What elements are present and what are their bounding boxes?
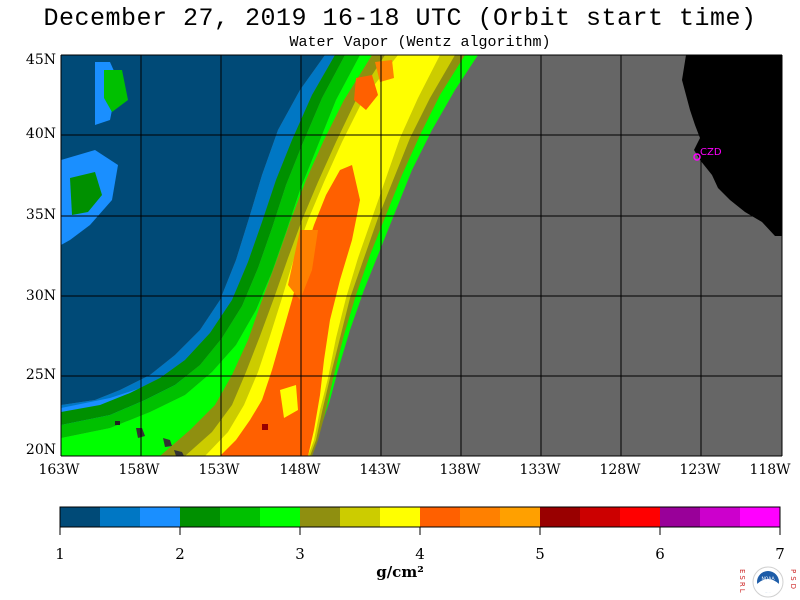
colorbar-segment: [500, 507, 541, 527]
lon-label: 123W: [679, 462, 721, 478]
station-marker: [693, 153, 701, 161]
hawaii-island: [174, 450, 184, 456]
station-label: CZD: [700, 147, 722, 158]
colorbar-segment: [660, 507, 701, 527]
land-california: [682, 55, 782, 236]
vapor-band-orange: [220, 165, 360, 456]
svg-text:ESRL: ESRL: [738, 569, 746, 595]
colorbar-tick-label: 1: [55, 545, 65, 563]
vapor-patch-green-left: [70, 172, 102, 215]
lon-label: 128W: [599, 462, 641, 478]
colorbar-tick-label: 4: [415, 545, 425, 563]
colorbar-segment: [340, 507, 381, 527]
lon-label: 118W: [749, 462, 791, 478]
lon-label: 163W: [38, 462, 80, 478]
vapor-patch-green-top: [104, 70, 128, 112]
vapor-patch-yellow-inner: [280, 385, 298, 418]
water-vapor-map: CZD: [60, 54, 783, 457]
colorbar-tick-label: 7: [775, 545, 785, 563]
colorbar-segment: [300, 507, 341, 527]
colorbar-segment: [380, 507, 421, 527]
hawaii-island: [115, 421, 120, 425]
colorbar-segment: [140, 507, 181, 527]
map-subtitle: Water Vapor (Wentz algorithm): [289, 34, 551, 51]
lon-label: 138W: [439, 462, 481, 478]
colorbar-segment: [580, 507, 621, 527]
lat-label: 30N: [25, 288, 56, 304]
lon-label: 133W: [519, 462, 561, 478]
svg-text:NOAA: NOAA: [761, 576, 775, 582]
colorbar-tick-label: 6: [655, 545, 665, 563]
vapor-band-green: [61, 55, 360, 438]
lat-label: 35N: [25, 207, 56, 223]
colorbar-segment: [700, 507, 741, 527]
lat-label: 25N: [25, 367, 56, 383]
colorbar-tick-label: 2: [175, 545, 185, 563]
colorbar: [59, 506, 781, 535]
colorbar-segment: [100, 507, 141, 527]
colorbar-segment: [220, 507, 261, 527]
vapor-band-orange-light: [288, 230, 318, 300]
lon-label: 148W: [279, 462, 321, 478]
lon-label: 158W: [118, 462, 160, 478]
lon-label: 143W: [359, 462, 401, 478]
vapor-patch-orange-north-2: [375, 60, 394, 82]
colorbar-segment: [740, 507, 781, 527]
colorbar-segment: [60, 507, 101, 527]
vapor-band-low: [61, 55, 335, 412]
colorbar-segment: [180, 507, 221, 527]
lat-label: 45N: [25, 52, 56, 68]
colorbar-segment: [460, 507, 501, 527]
vapor-patch-red: [262, 424, 268, 430]
vapor-patch-orange-north: [354, 75, 378, 110]
map-title: December 27, 2019 16-18 UTC (Orbit start…: [43, 4, 757, 33]
colorbar-units: g/cm²: [376, 563, 424, 581]
lat-lon-grid: [60, 54, 783, 457]
colorbar-segment: [420, 507, 461, 527]
noaa-esrl-psd-logo: NOAA ESRL PSD: [738, 566, 797, 598]
svg-text:PSD: PSD: [789, 569, 797, 592]
lon-label: 153W: [198, 462, 240, 478]
lat-label: 20N: [25, 442, 56, 458]
vapor-band-lowest: [61, 55, 325, 405]
colorbar-tick-label: 5: [535, 545, 545, 563]
colorbar-tick-label: 3: [295, 545, 305, 563]
vapor-band-green-dark: [61, 55, 345, 425]
colorbar-segment: [620, 507, 661, 527]
hawaii-island: [163, 438, 172, 447]
lat-label: 40N: [25, 126, 56, 142]
colorbar-segment: [540, 507, 581, 527]
colorbar-segment: [260, 507, 301, 527]
